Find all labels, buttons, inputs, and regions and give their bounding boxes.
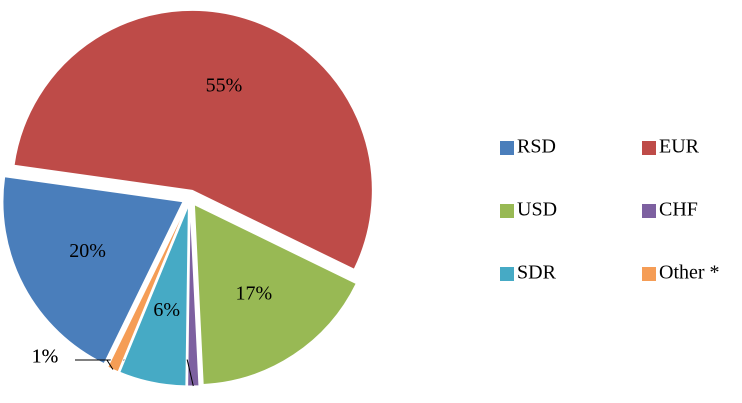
legend-swatch <box>642 204 656 218</box>
legend-swatch <box>500 267 514 281</box>
legend-label: EUR <box>659 136 700 158</box>
legend-label: SDR <box>517 262 557 284</box>
pie-slice <box>13 9 373 270</box>
data-label: 6% <box>153 299 180 321</box>
legend-swatch <box>642 141 656 155</box>
data-label: 17% <box>236 282 273 304</box>
data-label: 1% <box>32 346 59 368</box>
pie-slice <box>107 205 188 373</box>
legend-label: CHF <box>659 199 698 221</box>
pie-slice <box>2 176 184 365</box>
legend-swatch <box>500 204 514 218</box>
legend-swatch <box>642 267 656 281</box>
legend-swatch <box>500 141 514 155</box>
data-label: 55% <box>206 75 243 97</box>
data-label: 1% <box>32 346 59 368</box>
pie-slice <box>193 203 357 385</box>
pie-slice <box>119 205 189 387</box>
legend-label: RSD <box>517 136 556 158</box>
legend-label: Other * <box>659 262 720 284</box>
data-label: 20% <box>69 240 106 262</box>
legend-label: USD <box>517 199 557 221</box>
leader-line <box>75 359 114 370</box>
